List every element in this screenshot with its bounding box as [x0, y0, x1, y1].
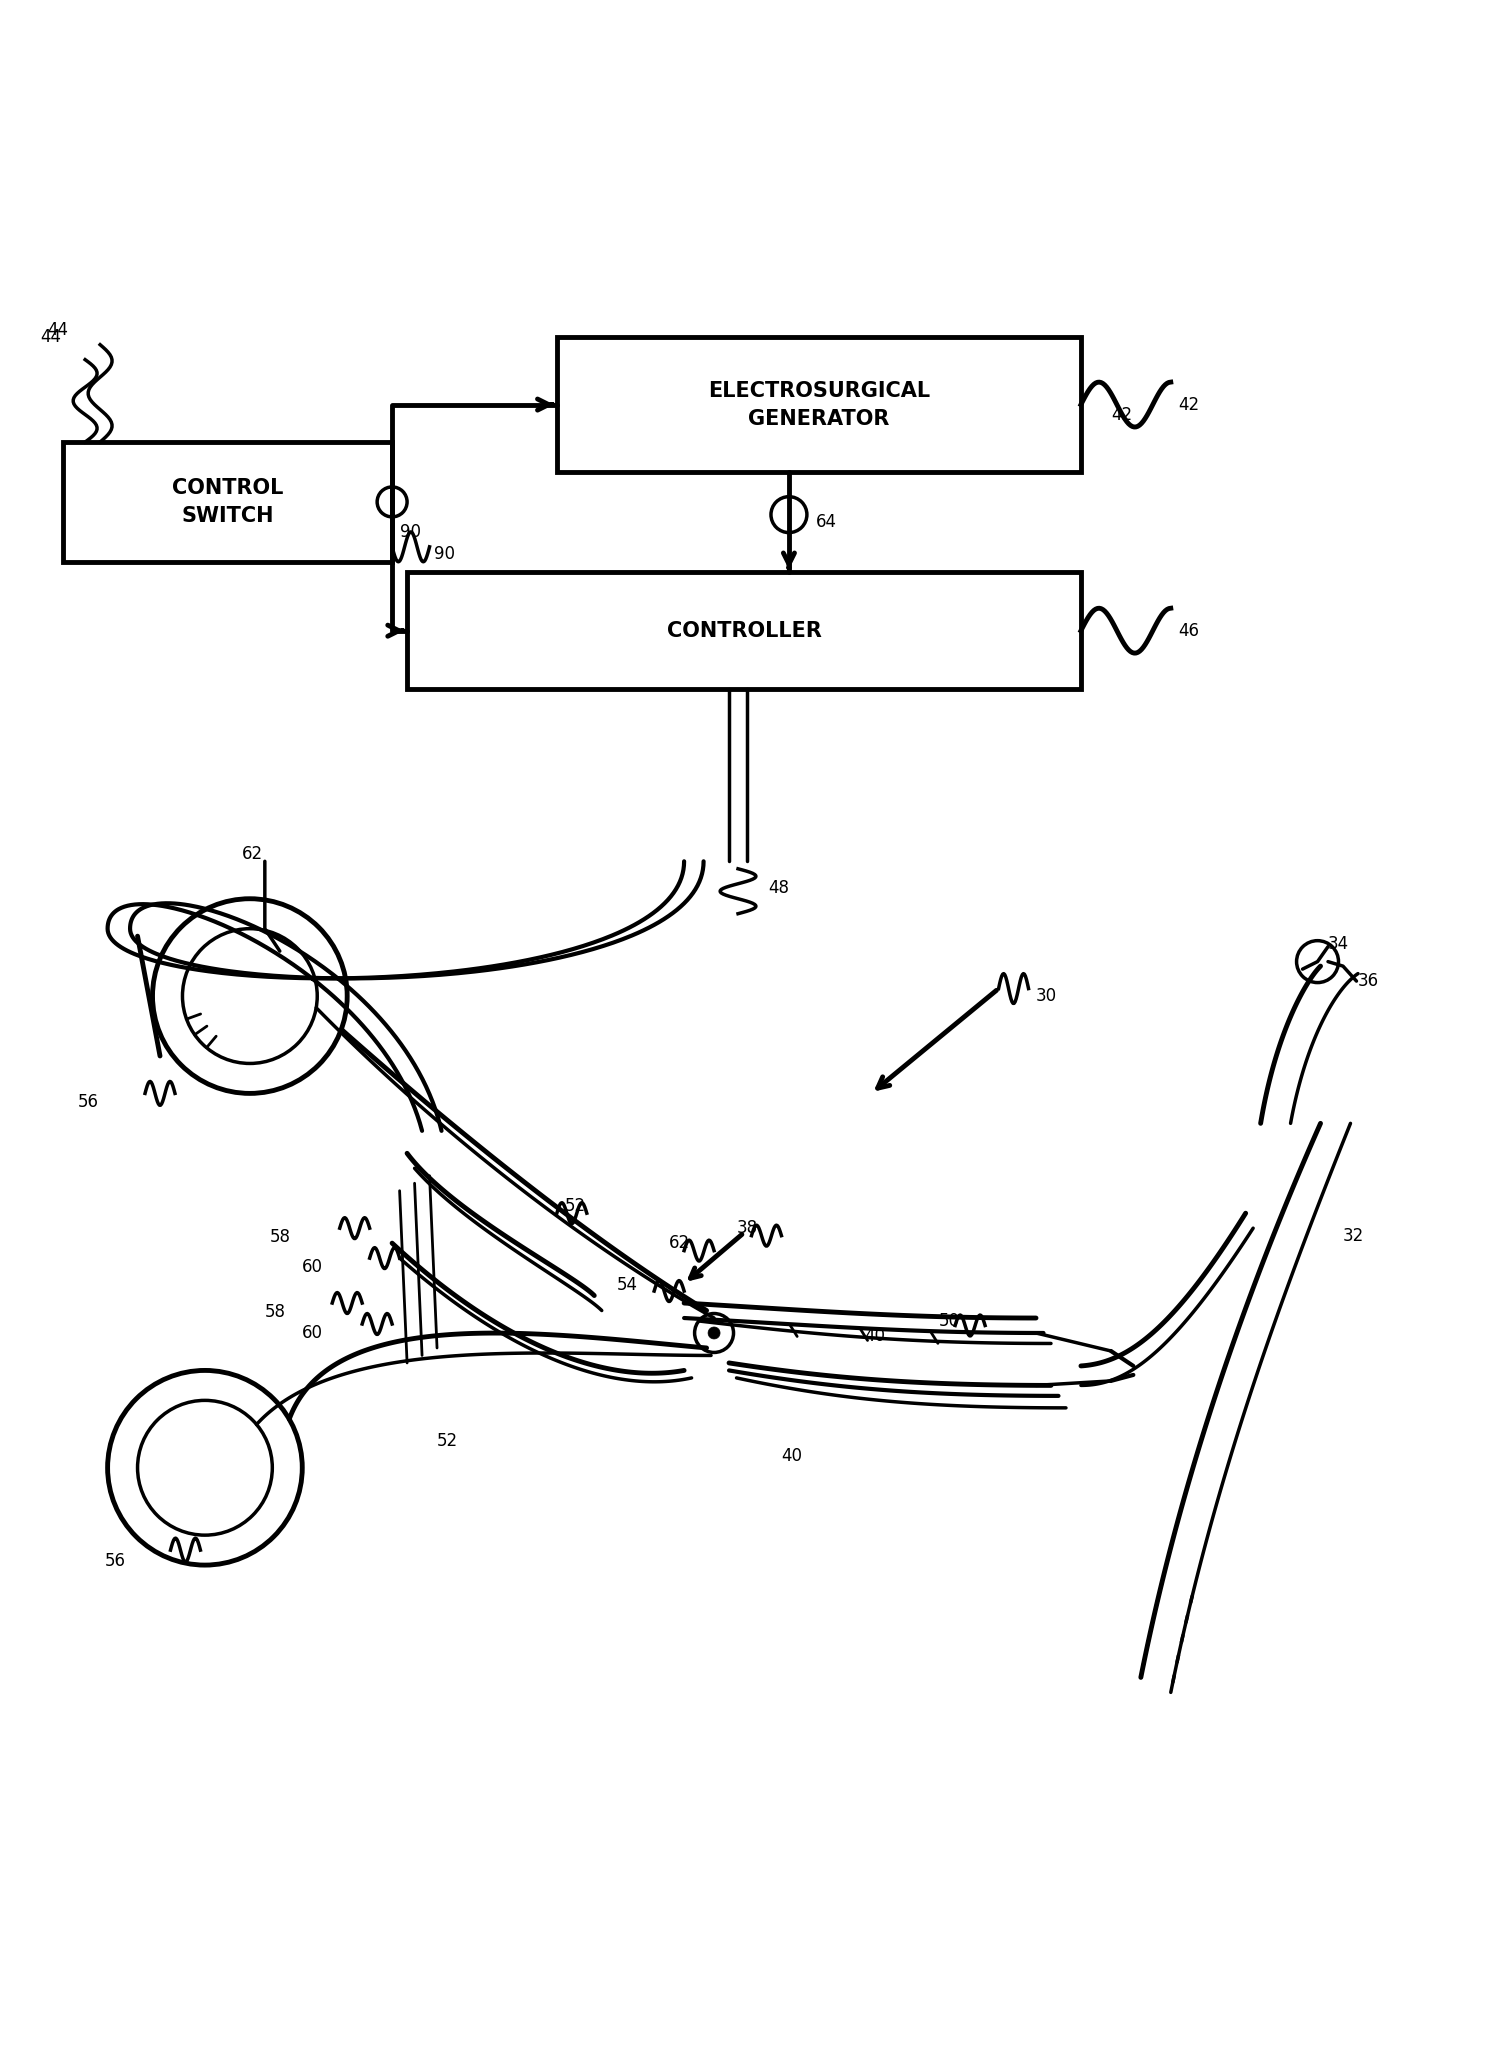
Text: 34: 34 — [1329, 934, 1350, 953]
Text: 52: 52 — [437, 1432, 458, 1449]
Text: 38: 38 — [736, 1220, 758, 1238]
Text: 52: 52 — [564, 1197, 586, 1215]
Text: CONTROLLER: CONTROLLER — [666, 620, 822, 641]
Text: 36: 36 — [1359, 971, 1380, 990]
Text: 32: 32 — [1344, 1226, 1365, 1244]
Bar — [63, 442, 392, 562]
Text: 64: 64 — [816, 513, 837, 531]
Bar — [556, 337, 1081, 471]
Circle shape — [708, 1327, 720, 1339]
Text: 42: 42 — [1111, 405, 1132, 424]
Text: 56: 56 — [105, 1552, 126, 1569]
Text: 30: 30 — [1036, 988, 1057, 1005]
Text: 60: 60 — [302, 1325, 323, 1341]
Text: 90: 90 — [400, 523, 421, 542]
Text: 90: 90 — [434, 546, 455, 564]
Text: 58: 58 — [269, 1228, 290, 1246]
Text: 48: 48 — [768, 878, 789, 897]
Text: 56: 56 — [78, 1093, 99, 1112]
Text: 44: 44 — [41, 329, 62, 345]
Text: 40: 40 — [864, 1327, 885, 1346]
Text: 62: 62 — [242, 845, 263, 862]
Bar — [407, 573, 1081, 688]
Text: 60: 60 — [302, 1259, 323, 1275]
Text: 44: 44 — [48, 320, 69, 339]
Text: 54: 54 — [616, 1275, 637, 1294]
Text: 46: 46 — [1178, 622, 1199, 639]
Text: CONTROL
SWITCH: CONTROL SWITCH — [171, 477, 283, 525]
Text: 42: 42 — [1178, 395, 1199, 413]
Text: 58: 58 — [265, 1302, 286, 1321]
Text: 50: 50 — [939, 1313, 960, 1329]
Text: 40: 40 — [782, 1447, 803, 1466]
Text: ELECTROSURGICAL
GENERATOR: ELECTROSURGICAL GENERATOR — [708, 380, 930, 428]
Circle shape — [694, 1313, 733, 1352]
Text: 62: 62 — [669, 1234, 690, 1253]
